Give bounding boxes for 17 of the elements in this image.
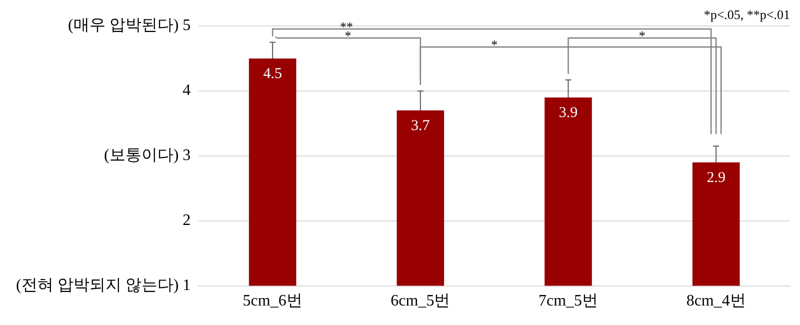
annotation: *	[638, 28, 646, 43]
x-tick-label: 5cm_6번	[242, 292, 302, 310]
y-tick-label: (보통이다) 3	[104, 147, 191, 164]
annotation: *	[344, 28, 352, 43]
y-tick-label: 2	[182, 212, 191, 230]
text: *p<.05, **p<.01	[704, 6, 790, 22]
y-tick-label: 4	[182, 82, 191, 100]
y-tick-label: (매우 압박된다) 5	[68, 17, 191, 34]
x-tick-label: 8cm_4번	[686, 292, 746, 310]
data-label: 4.5	[263, 66, 282, 82]
y-tick-label: (전혀 압박되지 않는다) 1	[16, 277, 191, 294]
annotation: *	[491, 36, 498, 52]
x-tick-label: 6cm_5번	[390, 292, 450, 310]
data-label: 3.9	[558, 104, 578, 121]
data-label: 2.9	[706, 170, 726, 186]
data-label: 3.7	[411, 118, 430, 134]
x-tick-label: 7cm_5번	[538, 292, 598, 310]
